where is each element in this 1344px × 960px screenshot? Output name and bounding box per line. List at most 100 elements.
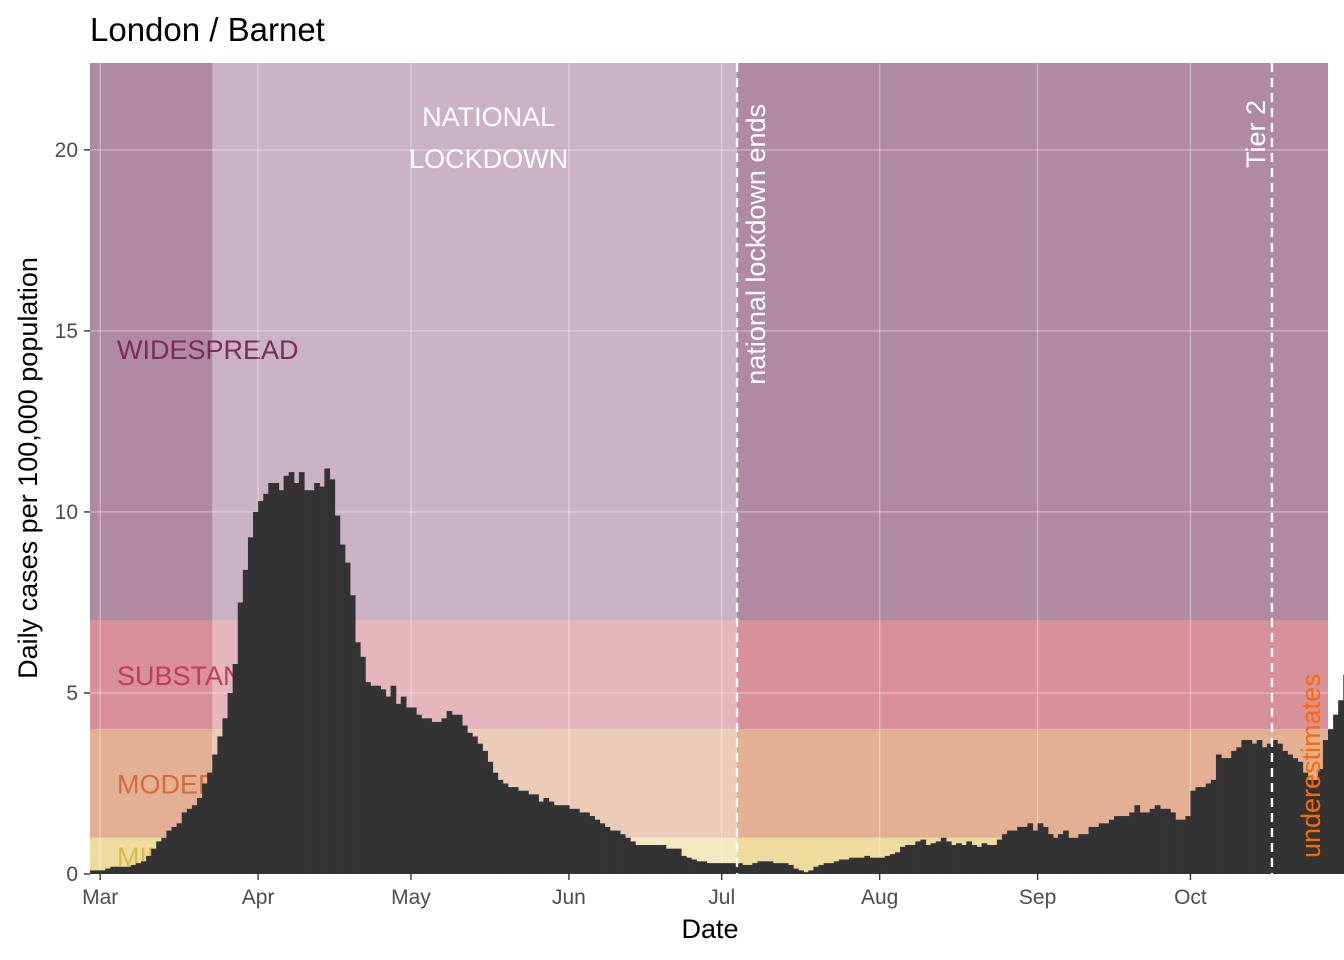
case-bar bbox=[166, 830, 173, 874]
case-bar bbox=[120, 866, 127, 874]
case-bar bbox=[517, 790, 524, 874]
case-bar bbox=[1027, 823, 1034, 874]
case-bar bbox=[268, 482, 275, 874]
case-bar bbox=[528, 794, 534, 874]
case-bar bbox=[1159, 808, 1166, 874]
case-bar bbox=[436, 721, 443, 874]
case-bar bbox=[339, 544, 346, 874]
case-bar bbox=[920, 839, 927, 874]
case-bar bbox=[604, 826, 611, 874]
case-bar bbox=[303, 490, 310, 874]
case-bar bbox=[354, 642, 361, 874]
case-bar bbox=[961, 845, 967, 874]
case-bar bbox=[940, 837, 947, 874]
case-bar bbox=[579, 812, 585, 874]
case-bar bbox=[844, 859, 850, 874]
case-bar bbox=[1185, 816, 1192, 874]
case-bar bbox=[482, 750, 488, 874]
case-bar bbox=[803, 872, 809, 874]
case-bar bbox=[910, 845, 916, 874]
case-bar bbox=[752, 863, 758, 874]
case-bar bbox=[976, 846, 983, 874]
case-bar bbox=[833, 861, 840, 874]
x-tick-label: May bbox=[391, 886, 431, 909]
case-bar bbox=[950, 845, 957, 874]
case-bar bbox=[935, 841, 942, 874]
case-bar bbox=[757, 861, 764, 874]
case-bar bbox=[186, 808, 193, 874]
case-bar bbox=[889, 854, 896, 874]
case-bar bbox=[849, 857, 855, 874]
case-bar bbox=[614, 830, 621, 874]
case-bar bbox=[1139, 812, 1146, 874]
case-bar bbox=[1205, 783, 1212, 874]
case-bar bbox=[451, 714, 458, 874]
case-bar bbox=[665, 848, 672, 874]
case-bar bbox=[487, 761, 494, 874]
event-label: national lockdown ends bbox=[741, 104, 771, 385]
case-bar bbox=[421, 718, 427, 874]
case-bar bbox=[675, 848, 682, 874]
case-bar bbox=[609, 830, 616, 874]
case-bar bbox=[838, 859, 845, 874]
case-bar bbox=[467, 732, 473, 874]
y-tick-label: 0 bbox=[66, 863, 78, 886]
case-bar bbox=[1261, 747, 1268, 874]
case-bar bbox=[171, 826, 178, 874]
case-bar bbox=[930, 843, 937, 874]
case-bar bbox=[1215, 754, 1222, 874]
case-bar bbox=[859, 857, 865, 874]
case-bar bbox=[1022, 826, 1029, 874]
case-bar bbox=[380, 689, 387, 874]
case-bar bbox=[1180, 819, 1186, 874]
case-bar bbox=[1266, 743, 1273, 874]
x-tick-label: Jun bbox=[552, 886, 586, 909]
case-bar bbox=[635, 845, 641, 874]
case-bar bbox=[869, 857, 876, 874]
case-bar bbox=[879, 857, 886, 874]
case-bar bbox=[1221, 758, 1227, 874]
case-bar bbox=[701, 861, 708, 874]
case-bar bbox=[502, 783, 509, 874]
case-bar bbox=[100, 870, 106, 874]
case-bar bbox=[1200, 787, 1207, 874]
case-bar bbox=[1129, 812, 1136, 874]
case-bar bbox=[405, 707, 412, 874]
case-bar bbox=[1287, 754, 1293, 874]
x-tick-label: Jul bbox=[708, 886, 735, 909]
case-bar bbox=[1007, 830, 1013, 874]
case-bar bbox=[874, 857, 881, 874]
case-bar bbox=[680, 855, 687, 874]
case-bar bbox=[477, 743, 483, 874]
x-tick-label: Mar bbox=[82, 886, 118, 909]
case-bar bbox=[1001, 834, 1008, 874]
case-bar bbox=[624, 837, 631, 874]
case-bar bbox=[563, 805, 570, 874]
case-bar bbox=[278, 490, 285, 874]
case-bar bbox=[283, 475, 290, 874]
y-axis-title: Daily cases per 100,000 population bbox=[13, 257, 43, 679]
case-bar bbox=[426, 718, 432, 874]
case-bar bbox=[1271, 740, 1278, 874]
case-bar bbox=[711, 863, 718, 874]
case-bar bbox=[981, 843, 988, 874]
case-bar bbox=[915, 841, 922, 874]
y-tick-label: 20 bbox=[55, 139, 78, 162]
case-bar bbox=[217, 736, 224, 874]
case-bar bbox=[135, 863, 142, 874]
case-bar bbox=[1093, 826, 1100, 874]
case-bar bbox=[777, 863, 784, 874]
case-bar bbox=[309, 490, 315, 874]
case-bar bbox=[314, 482, 320, 874]
case-bar bbox=[767, 861, 774, 874]
annotations: NATIONAL LOCKDOWN national lockdown ends Ti… bbox=[409, 63, 1326, 874]
case-bar bbox=[1154, 805, 1161, 874]
case-bar bbox=[441, 718, 448, 874]
case-bar bbox=[966, 841, 972, 874]
band-label-widespread: WIDESPREAD bbox=[117, 335, 299, 365]
case-bar bbox=[945, 841, 952, 874]
case-bar bbox=[558, 805, 565, 874]
case-bar bbox=[726, 863, 733, 874]
case-bar bbox=[1312, 779, 1319, 874]
